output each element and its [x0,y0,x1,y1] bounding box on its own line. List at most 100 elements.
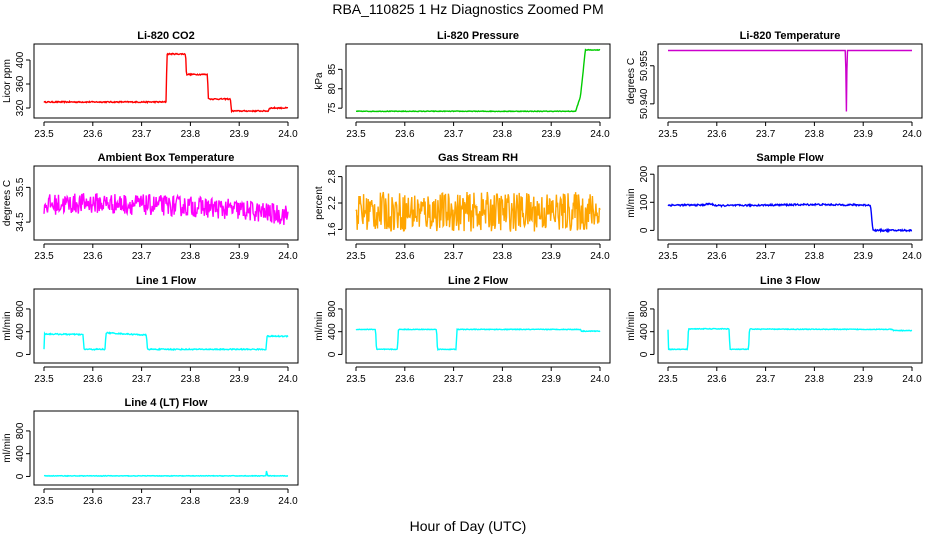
x-tick-label: 23.6 [83,129,103,140]
y-axis-label: ml/min [626,311,637,340]
plot-frame [657,165,923,241]
plot-frame [345,165,611,241]
x-tick-label: 23.8 [805,251,825,262]
x-tick-label: 23.6 [83,496,103,507]
x-tick-label: 24.0 [590,129,610,140]
x-tick-label: 24.0 [902,374,922,385]
x-tick-label: 23.7 [132,374,152,385]
y-axis-label: kPa [314,72,325,90]
panel-10: Line 4 (LT) Flow 23.5 23.6 23.7 23.8 23.9 24.0… [2,397,299,507]
x-tick-label: 23.5 [34,374,54,385]
x-tick-label: 24.0 [902,129,922,140]
y-tick-label: 75 [327,102,338,114]
plot-frame [33,43,299,119]
x-tick-label: 23.7 [132,251,152,262]
x-tick-label: 23.5 [346,374,366,385]
y-axis-label: ml/min [2,311,13,340]
y-tick-label: 100 [639,194,650,211]
y-tick-label: 50.955 [639,50,650,81]
x-tick-label: 24.0 [590,251,610,262]
y-tick-label: 320 [15,99,26,116]
x-tick-label: 23.9 [229,374,249,385]
series-line-1 [355,328,601,352]
x-tick-label: 23.5 [34,496,54,507]
series-line-1 [355,191,601,232]
x-tick-label: 24.0 [902,251,922,262]
y-tick-label: 50.940 [639,88,650,119]
panel-title: Line 1 Flow [136,275,196,287]
y-axis-label: ml/min [626,188,637,217]
x-tick-label: 23.5 [34,129,54,140]
x-tick-label: 23.5 [346,251,366,262]
series-line-1 [43,331,289,352]
y-axis-label: ml/min [2,433,13,462]
x-tick-label: 23.7 [444,251,464,262]
x-tick-label: 23.6 [395,251,415,262]
panel-3: Li-820 Temperature 23.5 23.6 23.7 23.8 23.9 24… [626,30,923,140]
x-tick-label: 23.6 [395,129,415,140]
x-tick-label: 24.0 [590,374,610,385]
panel-1: Li-820 CO2 23.5 23.6 23.7 23.8 23.9 24.0 320 360… [2,30,299,140]
plot-frame [657,43,923,119]
y-tick-label: 400 [639,323,650,340]
y-tick-label: 2.8 [327,169,338,183]
series-line-1 [43,470,289,478]
x-tick-label: 23.6 [707,374,727,385]
x-tick-label: 23.5 [346,129,366,140]
x-tick-label: 23.8 [181,129,201,140]
x-tick-label: 23.7 [756,251,776,262]
x-tick-label: 24.0 [278,496,298,507]
plot-frame [345,288,611,364]
y-tick-label: 35.5 [15,177,26,197]
x-axis-title: Hour of Day (UTC) [409,518,527,534]
x-tick-label: 23.9 [541,374,561,385]
y-tick-label: 800 [327,300,338,317]
x-tick-label: 23.9 [229,251,249,262]
x-tick-label: 23.9 [229,129,249,140]
y-tick-label: 400 [15,323,26,340]
y-tick-label: 400 [327,323,338,340]
x-tick-label: 23.6 [707,129,727,140]
x-tick-label: 23.5 [658,374,678,385]
panel-title: Sample Flow [756,152,824,164]
x-tick-label: 23.8 [805,374,825,385]
x-tick-label: 23.7 [756,129,776,140]
x-tick-label: 23.9 [541,129,561,140]
x-tick-label: 23.9 [541,251,561,262]
x-tick-label: 23.8 [805,129,825,140]
x-tick-label: 23.9 [229,496,249,507]
plot-frame [33,288,299,364]
x-tick-label: 23.5 [34,251,54,262]
x-tick-label: 23.6 [395,374,415,385]
x-tick-label: 23.6 [707,251,727,262]
x-tick-label: 24.0 [278,374,298,385]
page-title: RBA_110825 1 Hz Diagnostics Zoomed PM [332,1,604,17]
y-axis-label: degrees C [626,58,637,104]
y-tick-label: 0 [15,473,26,479]
x-tick-label: 23.5 [658,129,678,140]
x-tick-label: 24.0 [278,251,298,262]
y-tick-label: 0 [639,227,650,233]
x-tick-label: 23.7 [132,129,152,140]
y-tick-label: 0 [639,351,650,357]
x-tick-label: 23.8 [493,374,513,385]
panel-2: Li-820 Pressure 23.5 23.6 23.7 23.8 23.9 24.0 7… [314,30,611,140]
x-tick-label: 23.9 [853,374,873,385]
y-tick-label: 200 [639,165,650,182]
panel-title: Ambient Box Temperature [98,152,235,164]
panel-title: Li-820 Temperature [740,30,841,42]
y-axis-label: degrees C [2,180,13,226]
series-line-1 [667,202,913,234]
panel-6: Sample Flow 23.5 23.6 23.7 23.8 23.9 24.0 0 100 2… [626,152,923,262]
plot-frame [33,165,299,241]
y-tick-label: 800 [15,300,26,317]
y-tick-label: 800 [639,300,650,317]
y-tick-label: 400 [15,51,26,68]
y-tick-label: 85 [327,63,338,75]
panel-4: Ambient Box Temperature 23.5 23.6 23.7 23.8 2… [2,152,299,262]
x-tick-label: 23.8 [493,251,513,262]
y-tick-label: 800 [15,422,26,439]
panel-5: Gas Stream RH 23.5 23.6 23.7 23.8 23.9 24.0 1.6… [314,152,611,262]
